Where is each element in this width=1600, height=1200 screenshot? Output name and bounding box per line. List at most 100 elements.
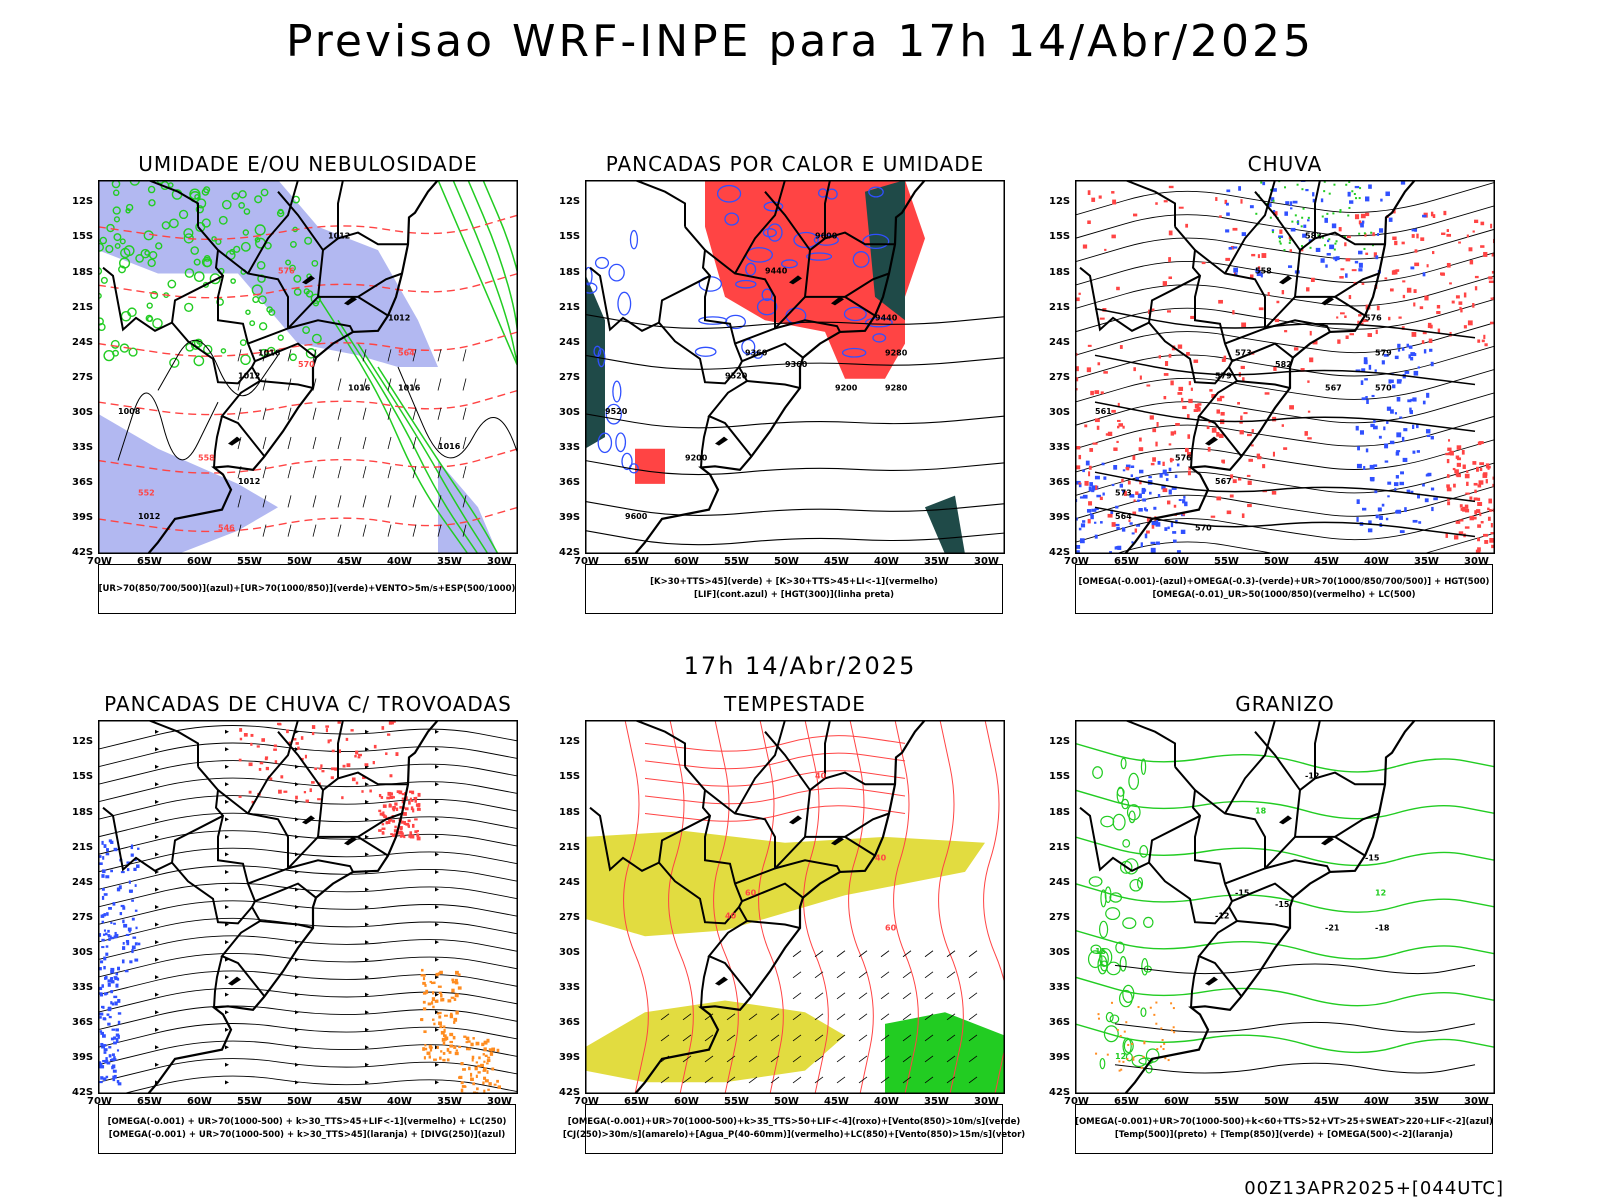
border-line [102,266,224,332]
latitude-tick-label: 18S [559,266,581,278]
latitude-tick-label: 15S [559,771,581,783]
latitude-tick-label: 42S [1049,547,1071,558]
contour-label: 552 [138,489,155,498]
longitude-tick-label: 65W [137,1096,162,1107]
panel-title: PANCADAS POR CALOR E UMIDADE [605,152,985,176]
latitude-tick-label: 18S [1049,266,1071,278]
border-line [734,720,786,814]
latitude-tick-label: 42S [559,1087,581,1098]
contour-label: 1016 [438,442,461,451]
map-panel-granizo: GRANIZO -12 -12 -15 -15 -18 -21 12 15 18 -15 12 12S 1… [1035,692,1495,1172]
border-line [1124,720,1176,767]
lake-shape [1321,836,1334,846]
border-line [1224,720,1276,814]
contour-label: 576 [278,267,295,276]
border-line [1299,771,1385,791]
contour-label: 1016 [398,383,421,392]
coastline [146,180,440,554]
panel-legend: [OMEGA(-0.001) + UR>70(1000-500) + k>30_… [98,1104,516,1154]
map-panel-pancadas-de-chuva-c-trovoadas: PANCADAS DE CHUVA C/ TROVOADAS 12S 15S 18S 2… [58,692,518,1172]
lake-shape [715,976,728,986]
longitude-tick-label: 65W [137,556,162,567]
map-frame [1075,180,1495,554]
longitude-tick-label: 70W [87,556,112,567]
legend-line: [OMEGA(-0.001)-(azul)+OMEGA(-0.3)-(verde… [1078,577,1490,587]
level-contours [1094,307,1476,538]
contour-label: 570 [1195,524,1212,533]
contour-label: 40 [815,771,827,780]
border-line [700,415,710,468]
contour-label: 9360 [745,348,768,357]
longitude-tick-label: 70W [1064,556,1089,567]
border-line [322,231,408,251]
contour-label: -15 [1235,888,1250,897]
latitude-tick-label: 24S [1049,876,1071,888]
longitude-tick-label: 50W [287,1096,312,1107]
longitude-tick-label: 40W [874,1096,899,1107]
wind-arrows [237,349,467,537]
latitude-tick-label: 36S [72,476,94,488]
longitude-tick-label: 70W [574,1096,599,1107]
border-line [1236,920,1291,929]
border-line [247,191,325,345]
lifted-index-blue-contours [585,184,893,474]
longitude-tick-label: 60W [1164,556,1189,567]
border-line [658,861,740,925]
border-line [1148,861,1230,925]
coastline [1123,720,1417,1094]
latitude-tick-label: 33S [559,441,581,453]
lake-shape [1205,436,1218,446]
latitude-tick-label: 36S [72,1016,94,1028]
longitude-tick-label: 45W [337,1096,362,1107]
border-line [824,720,858,779]
latitude-tick-label: 18S [72,806,94,818]
latitude-tick-label: 27S [559,911,581,923]
contour-labels: 40 40 40 60 60 [725,771,897,932]
contour-label: 9440 [875,313,898,322]
latitude-tick-label: 36S [1049,476,1071,488]
contour-label: 561 [1095,407,1112,416]
legend-line: [OMEGA(-0.001)+UR>70(1000-500)+k<60+TTS>… [1075,1117,1493,1127]
border-line [1079,266,1201,332]
border-line [213,955,223,1008]
border-line [824,180,858,239]
contour-label: 18 [1255,807,1267,816]
latitude-tick-label: 39S [559,511,581,523]
contour-label: -21 [1325,923,1340,932]
border-line [746,380,801,389]
contour-label: 60 [745,888,757,897]
map-plot: -12 -12 -15 -15 -18 -21 12 15 18 -15 12 [1075,720,1495,1094]
border-line [254,882,317,903]
latitude-tick-label: 18S [1049,806,1071,818]
latitude-tick-label: 27S [1049,911,1071,923]
panel-legend: [OMEGA(-0.001)+UR>70(1000-500)+k>35_TTS>… [563,1104,1025,1154]
longitude-tick-label: 30W [487,556,512,567]
border-line [337,720,371,779]
contour-label: 9520 [725,372,748,381]
latitude-tick-label: 33S [72,981,94,993]
contour-label: 1012 [238,477,260,486]
border-line [1231,342,1294,363]
border-line [171,321,253,385]
contour-label: 570 [1375,383,1392,392]
latitude-tick-label: 33S [72,441,94,453]
lake-shape [302,275,315,285]
border-line [1236,380,1291,389]
latitude-tick-label: 42S [1049,1087,1071,1098]
border-line [734,731,812,885]
map-layers: 582 579 576 573 570 567 564 561 558 582 579 576 573 5… [1075,180,1495,554]
lake-shape [789,815,802,825]
contour-label: -15 [1365,853,1380,862]
border-line [287,859,354,873]
longitude-tick-label: 30W [487,1096,512,1107]
contour-label: 558 [1255,267,1272,276]
contour-label: 40 [875,853,887,862]
longitude-tick-label: 45W [824,556,849,567]
map-panel-tempestade: TEMPESTADE 40 40 40 60 60 12S 15S 18S 21S 24S 27S 30… [545,692,1025,1172]
longitude-tick-label: 55W [237,1096,262,1107]
contour-label: 9600 [625,512,648,521]
contour-label: 9440 [765,267,788,276]
run-timestamp: 00Z13APR2025+[044UTC] [1244,1178,1504,1199]
border-line [844,272,890,298]
border-line [247,180,299,274]
